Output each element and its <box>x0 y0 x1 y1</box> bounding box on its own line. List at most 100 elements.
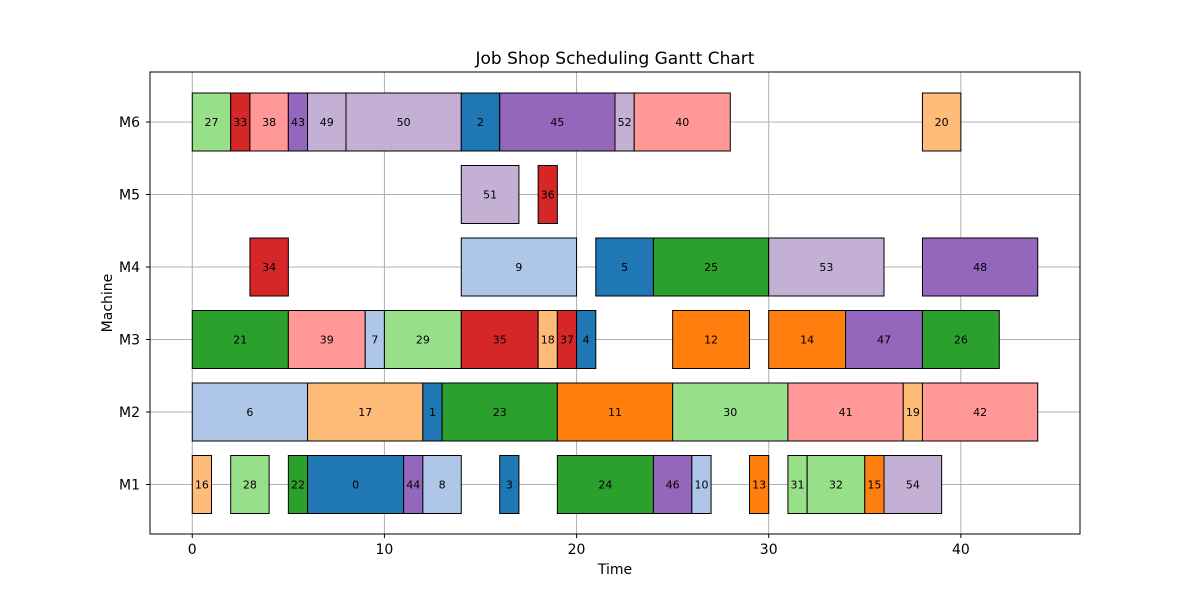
task-bar <box>460 92 501 152</box>
task-bar <box>691 455 712 514</box>
task-label: 19 <box>906 406 920 419</box>
task-label: 35 <box>493 334 507 347</box>
task-bar <box>595 237 654 297</box>
task-label: 36 <box>541 189 555 202</box>
task-bar <box>537 165 558 224</box>
task-bar <box>441 382 558 442</box>
task-bar <box>287 310 366 369</box>
task-label: 12 <box>704 334 718 347</box>
task-label: 38 <box>262 116 276 129</box>
task-label: 7 <box>371 334 378 347</box>
task-label: 0 <box>352 479 359 492</box>
task-label: 43 <box>291 116 305 129</box>
task-bar <box>921 237 1039 297</box>
task-bar <box>921 382 1039 442</box>
task-label: 30 <box>723 406 737 419</box>
task-label: 29 <box>416 334 430 347</box>
task-bar <box>499 455 520 514</box>
task-bar <box>883 455 943 514</box>
task-label: 10 <box>694 479 708 492</box>
plot-frame <box>149 71 1081 535</box>
task-bar <box>633 92 731 152</box>
task-bar <box>191 310 289 369</box>
task-label: 21 <box>233 334 247 347</box>
task-label: 13 <box>752 479 766 492</box>
task-bar <box>556 455 654 514</box>
task-label: 18 <box>541 334 555 347</box>
task-label: 54 <box>906 479 920 492</box>
task-label: 27 <box>204 116 218 129</box>
task-label: 16 <box>195 479 209 492</box>
task-label: 40 <box>675 116 689 129</box>
task-label: 44 <box>406 479 420 492</box>
task-label: 34 <box>262 261 276 274</box>
chart-title: Job Shop Scheduling Gantt Chart <box>475 49 755 69</box>
task-bar <box>249 237 289 297</box>
y-tick-label: M1 <box>119 478 140 494</box>
task-label: 20 <box>935 116 949 129</box>
task-bar <box>307 455 405 514</box>
task-label: 17 <box>358 406 372 419</box>
x-tick-label: 20 <box>568 542 586 558</box>
task-bar <box>230 455 270 514</box>
task-bar <box>787 382 904 442</box>
task-label: 1 <box>429 406 436 419</box>
task-label: 28 <box>243 479 257 492</box>
task-label: 22 <box>291 479 305 492</box>
task-bar <box>191 382 309 442</box>
task-label: 24 <box>598 479 612 492</box>
task-bar <box>768 237 885 297</box>
x-tick-label: 40 <box>952 542 970 558</box>
task-bar <box>249 92 289 152</box>
task-label: 51 <box>483 189 497 202</box>
task-label: 25 <box>704 261 718 274</box>
task-bar <box>345 92 462 152</box>
task-label: 4 <box>583 334 590 347</box>
task-bar <box>672 382 789 442</box>
task-bar <box>191 92 232 152</box>
task-bar <box>806 455 866 514</box>
task-bar <box>652 237 770 297</box>
bars-layer: 16 28 22 0 44 8 3 24 46 10 13 31 32 15 546 17 1 23 11 30 41 1… <box>191 92 1039 514</box>
y-tick-label: M2 <box>119 405 140 421</box>
task-label: 49 <box>320 116 334 129</box>
task-bar <box>460 237 578 297</box>
task-label: 39 <box>320 334 334 347</box>
task-bar <box>460 310 539 369</box>
task-label: 6 <box>246 406 253 419</box>
task-label: 46 <box>666 479 680 492</box>
task-label: 32 <box>829 479 843 492</box>
task-label: 26 <box>954 334 968 347</box>
task-bar <box>307 382 424 442</box>
task-label: 11 <box>608 406 622 419</box>
task-label: 9 <box>515 261 522 274</box>
task-label: 8 <box>439 479 446 492</box>
task-label: 14 <box>800 334 814 347</box>
task-bar <box>556 382 674 442</box>
task-label: 2 <box>477 116 484 129</box>
y-tick-label: M4 <box>119 260 140 276</box>
task-label: 47 <box>877 334 891 347</box>
task-bar <box>749 455 770 514</box>
task-label: 3 <box>506 479 513 492</box>
y-tick-label: M3 <box>119 333 140 349</box>
x-tick-label: 30 <box>760 542 778 558</box>
y-axis-label: Machine <box>100 274 116 333</box>
task-label: 45 <box>550 116 564 129</box>
y-tick-label: M5 <box>119 188 140 204</box>
task-label: 52 <box>618 116 632 129</box>
task-bar <box>921 92 962 152</box>
task-label: 42 <box>973 406 987 419</box>
task-bar <box>672 310 751 369</box>
task-bar <box>845 310 923 369</box>
task-bar <box>921 310 1000 369</box>
task-bar <box>422 455 462 514</box>
task-label: 31 <box>791 479 805 492</box>
task-label: 53 <box>819 261 833 274</box>
task-label: 48 <box>973 261 987 274</box>
task-label: 15 <box>867 479 881 492</box>
task-label: 23 <box>493 406 507 419</box>
